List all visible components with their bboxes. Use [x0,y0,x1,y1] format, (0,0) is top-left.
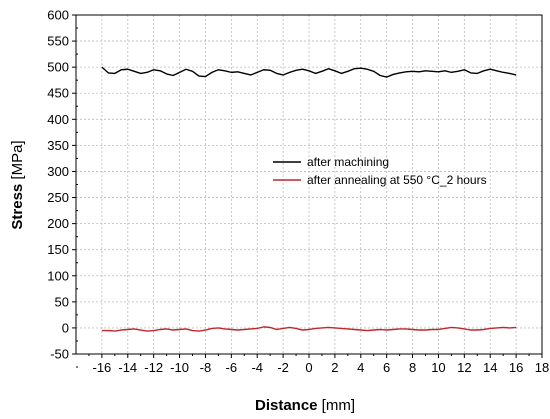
x-tick-label: 18 [535,360,549,375]
x-tick-label: 4 [357,360,364,375]
y-tick-label: 450 [47,86,69,101]
x-tick-label: -16 [92,360,111,375]
y-tick-label: 500 [47,60,69,75]
series-layer [101,66,517,332]
y-tick-label: 250 [47,190,69,205]
x-tick-label: -12 [144,360,163,375]
axis-ticks [72,14,543,368]
x-axis-title-main: Distance [255,397,318,414]
y-tick-label: 50 [55,294,69,309]
x-tick-label: 6 [383,360,390,375]
x-tick-label: -6 [226,360,238,375]
series-line-after-annealing [101,326,517,332]
x-tick-label: -2 [277,360,289,375]
y-tick-label: 0 [62,320,69,335]
x-tick-label: -14 [118,360,137,375]
x-tick-label: 8 [409,360,416,375]
legend-label-after-machining: after machining [307,155,389,169]
legend-label-after-annealing: after annealing at 550 °C_2 hours [307,173,487,187]
x-tick-label: -10 [170,360,189,375]
x-tick-label: 2 [331,360,338,375]
y-tick-label: 600 [47,8,69,23]
x-tick-label: -8 [200,360,212,375]
y-tick-label: 200 [47,216,69,231]
legend: after machining after annealing at 550 °… [273,155,487,187]
y-tick-label: 300 [47,164,69,179]
y-tick-label: 150 [47,242,69,257]
x-tick-label: 12 [457,360,471,375]
y-axis-title-main: Stress [9,184,26,230]
x-tick-label: -4 [251,360,263,375]
y-tick-label: 100 [47,268,69,283]
tick-labels: -50050100150200250300350400450500550600-… [47,8,549,376]
y-tick-label: 350 [47,138,69,153]
x-axis-title: Distance [mm] [255,397,355,414]
y-axis-title-unit: [MPa] [9,140,26,183]
y-axis-title: Stress [MPa] [9,140,26,229]
y-tick-label: -50 [50,347,69,362]
x-tick-label: 14 [483,360,497,375]
x-tick-label: 0 [305,360,312,375]
x-axis-title-unit: [mm] [318,397,356,414]
y-tick-label: 550 [47,34,69,49]
x-tick-label: 10 [431,360,445,375]
x-tick-label: 16 [509,360,523,375]
series-line-after-machining [101,66,517,78]
y-tick-label: 400 [47,112,69,127]
